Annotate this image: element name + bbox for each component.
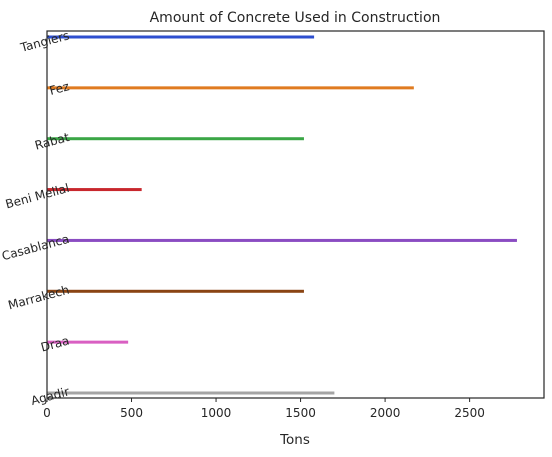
x-tick-label: 500 [120, 406, 143, 420]
bar [47, 188, 142, 192]
category-label: Draa [39, 334, 71, 355]
x-tick-label: 0 [43, 406, 51, 420]
category-label: Marrakech [6, 283, 70, 313]
bar [47, 86, 414, 90]
x-tick-label: 2000 [370, 406, 401, 420]
bars-group [47, 35, 517, 395]
x-tick-label: 2500 [454, 406, 485, 420]
category-label: Fez [48, 79, 71, 98]
bar [47, 35, 315, 39]
category-label: Beni Mellal [4, 181, 71, 211]
bar [47, 391, 335, 395]
x-tick-label: 1500 [285, 406, 316, 420]
chart-title: Amount of Concrete Used in Construction [150, 10, 441, 26]
category-label: Tangiers [18, 28, 71, 55]
category-label: Casablanca [0, 232, 70, 263]
bar [47, 137, 304, 141]
bar [47, 238, 517, 242]
category-label: Rabat [33, 130, 71, 153]
plot-frame [46, 30, 545, 399]
x-axis-label: Tons [279, 432, 310, 448]
x-axis-ticks: 0 500 1000 1500 2000 2500 [43, 398, 485, 420]
bar [47, 340, 129, 344]
bar [47, 289, 304, 293]
x-tick-label: 1000 [201, 406, 232, 420]
category-label: Agadir [29, 384, 70, 408]
y-axis-categories: Tangiers Fez Rabat Beni Mellal Casablanca Mar… [0, 28, 71, 408]
